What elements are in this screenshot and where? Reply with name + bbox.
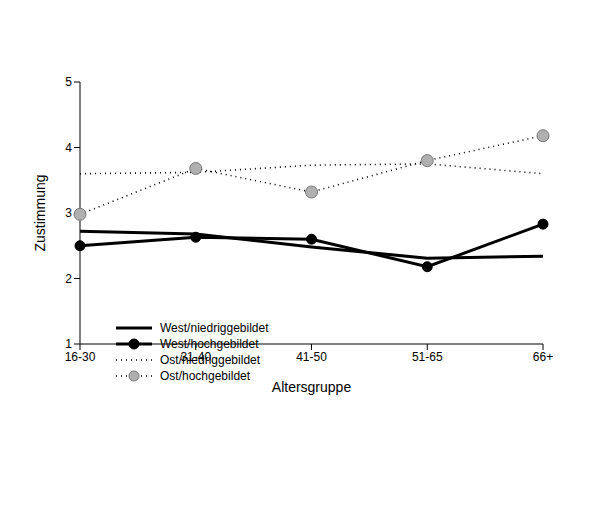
svg-text:51-65: 51-65 (412, 350, 443, 364)
svg-text:66+: 66+ (533, 350, 553, 364)
svg-text:4: 4 (65, 141, 72, 155)
svg-text:Altersgruppe: Altersgruppe (272, 379, 352, 395)
svg-text:5: 5 (65, 75, 72, 89)
svg-text:2: 2 (65, 272, 72, 286)
svg-text:Zustimmung: Zustimmung (32, 174, 48, 251)
svg-text:1: 1 (65, 337, 72, 351)
svg-text:16-30: 16-30 (65, 350, 96, 364)
svg-text:31-40: 31-40 (180, 350, 211, 364)
svg-text:41-50: 41-50 (296, 350, 327, 364)
svg-text:3: 3 (65, 206, 72, 220)
